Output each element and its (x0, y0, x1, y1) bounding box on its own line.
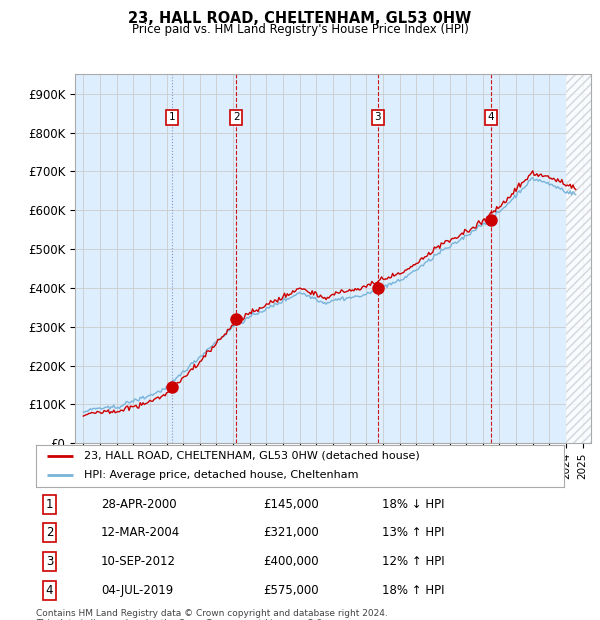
Text: 23, HALL ROAD, CHELTENHAM, GL53 0HW (detached house): 23, HALL ROAD, CHELTENHAM, GL53 0HW (det… (83, 451, 419, 461)
Text: 12-MAR-2004: 12-MAR-2004 (101, 526, 180, 539)
Text: 10-SEP-2012: 10-SEP-2012 (101, 555, 176, 568)
Text: £400,000: £400,000 (263, 555, 319, 568)
Text: 2: 2 (233, 112, 239, 122)
Text: 04-JUL-2019: 04-JUL-2019 (101, 583, 173, 596)
Text: 28-APR-2000: 28-APR-2000 (101, 498, 176, 511)
Text: £145,000: £145,000 (263, 498, 319, 511)
Text: Contains HM Land Registry data © Crown copyright and database right 2024.
This d: Contains HM Land Registry data © Crown c… (36, 609, 388, 620)
Text: 1: 1 (46, 498, 53, 511)
Text: 3: 3 (46, 555, 53, 568)
Bar (566, 74, 591, 443)
Text: 1: 1 (169, 112, 175, 122)
Text: 18% ↑ HPI: 18% ↑ HPI (382, 583, 444, 596)
Text: 2: 2 (46, 526, 53, 539)
Text: 3: 3 (374, 112, 381, 122)
Text: 4: 4 (46, 583, 53, 596)
Text: Price paid vs. HM Land Registry's House Price Index (HPI): Price paid vs. HM Land Registry's House … (131, 23, 469, 36)
Text: 13% ↑ HPI: 13% ↑ HPI (382, 526, 444, 539)
Text: £321,000: £321,000 (263, 526, 319, 539)
Text: HPI: Average price, detached house, Cheltenham: HPI: Average price, detached house, Chel… (83, 471, 358, 480)
Text: 18% ↓ HPI: 18% ↓ HPI (382, 498, 444, 511)
Text: 23, HALL ROAD, CHELTENHAM, GL53 0HW: 23, HALL ROAD, CHELTENHAM, GL53 0HW (128, 11, 472, 25)
Text: 4: 4 (488, 112, 494, 122)
Text: 12% ↑ HPI: 12% ↑ HPI (382, 555, 444, 568)
Text: £575,000: £575,000 (263, 583, 319, 596)
